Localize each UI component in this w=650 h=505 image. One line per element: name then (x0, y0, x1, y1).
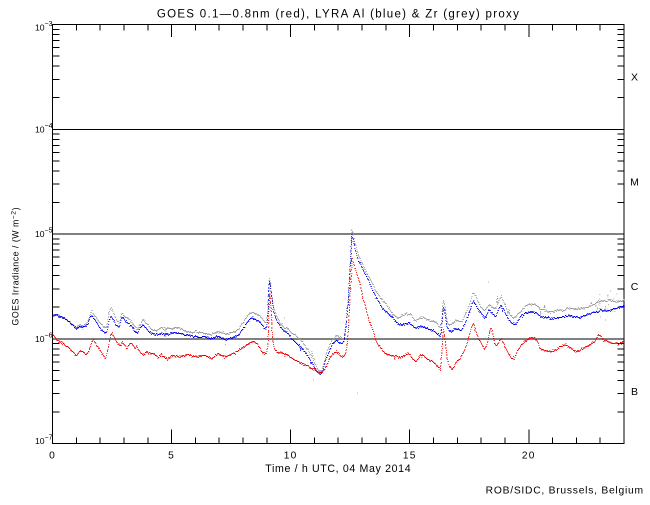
svg-text:Time / h UTC, 04 May 2014: Time / h UTC, 04 May 2014 (265, 463, 411, 475)
svg-text:5: 5 (168, 451, 175, 462)
svg-text:15: 15 (403, 451, 417, 462)
svg-text:−5: −5 (45, 228, 53, 235)
svg-text:−4: −4 (45, 123, 53, 130)
svg-text:M: M (630, 176, 639, 188)
svg-text:GOES 0.1—0.8nm (red), LYRA Al: GOES 0.1—0.8nm (red), LYRA Al (blue) & Z… (157, 8, 520, 20)
svg-text:C: C (631, 281, 639, 293)
svg-text:10: 10 (35, 436, 45, 446)
svg-text:−7: −7 (45, 435, 53, 442)
svg-text:X: X (631, 72, 638, 84)
svg-text:10: 10 (35, 124, 45, 134)
svg-text:−6: −6 (45, 333, 53, 340)
svg-text:20: 20 (522, 451, 536, 462)
svg-text:10: 10 (284, 451, 298, 462)
svg-text:10: 10 (35, 22, 45, 32)
svg-text:−3: −3 (45, 21, 53, 28)
svg-text:GOES Irradiance / (W m−2): GOES Irradiance / (W m−2) (11, 207, 21, 326)
svg-text:ROB/SIDC, Brussels, Belgium: ROB/SIDC, Brussels, Belgium (486, 485, 644, 496)
svg-text:0: 0 (49, 451, 56, 462)
svg-text:10: 10 (35, 334, 45, 344)
svg-text:B: B (631, 386, 638, 398)
svg-text:10: 10 (35, 229, 45, 239)
